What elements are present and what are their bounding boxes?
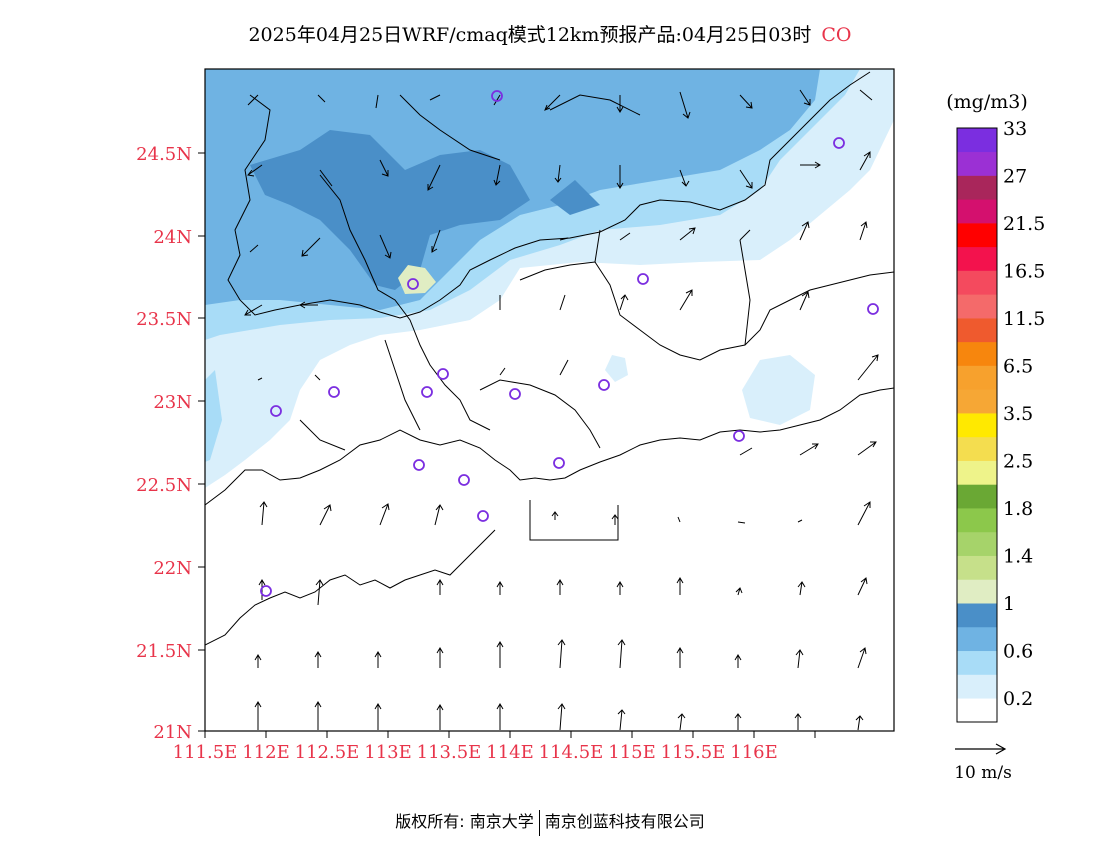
colorbar-swatch: [957, 579, 997, 604]
colorbar-swatch: [957, 128, 997, 153]
lon-tick-label: 113E: [364, 742, 412, 763]
lat-tick-label: 22.5N: [136, 475, 192, 496]
conc-hotspot: [398, 265, 436, 294]
colorbar-swatch: [957, 436, 997, 461]
colorbar-swatch: [957, 294, 997, 319]
lat-axis: 24.5N 24N 23.5N 23N 22.5N 22N 21.5N 21N: [136, 144, 192, 743]
colorbar-unit: (mg/m3): [946, 91, 1028, 113]
map-frame: [204, 68, 895, 732]
lon-tick-label: 113.5E: [417, 742, 482, 763]
footer-owner: 版权所有: 南京大学: [395, 812, 534, 831]
colorbar-swatch: [957, 175, 997, 200]
colorbar-swatch: [957, 389, 997, 414]
map-boundaries: [205, 71, 894, 646]
colorbar-label: 27: [1003, 166, 1027, 188]
colorbar-swatch: [957, 603, 997, 628]
colorbar-label: 3.5: [1003, 403, 1033, 425]
wind-reference-arrow: [955, 743, 1007, 755]
lat-tick-label: 24N: [153, 227, 192, 248]
colorbar-frame: [956, 127, 998, 723]
province-border: [227, 71, 871, 319]
lon-axis: 111.5E 112E 112.5E 113E 113.5E 114E 114.…: [173, 742, 778, 763]
colorbar: (mg/m3) 0.2 0.6 1 1.4 1.8 2.5 3.5 6.5 11.5 16.5 21…: [946, 91, 1045, 723]
colorbar-swatch: [957, 674, 997, 699]
colorbar-swatch: [957, 555, 997, 580]
lon-tick-label: 115E: [608, 742, 656, 763]
colorbar-swatch: [957, 626, 997, 652]
lon-tick-label: 112E: [242, 742, 290, 763]
colorbar-swatch: [957, 460, 997, 485]
colorbar-swatch: [957, 341, 997, 366]
copyright-footer: 版权所有: 南京大学 南京创蓝科技有限公司: [0, 808, 1100, 836]
colorbar-swatch: [957, 413, 997, 438]
footer-divider: [538, 809, 540, 836]
lon-tick-label: 114.5E: [539, 742, 604, 763]
colorbar-swatch: [957, 508, 997, 533]
colorbar-swatch: [957, 246, 997, 271]
colorbar-swatch: [957, 650, 997, 675]
station-markers: [260, 90, 879, 597]
colorbar-swatch: [957, 151, 997, 176]
colorbar-swatch: [957, 223, 997, 248]
title-main: 2025年04月25日WRF/cmaq模式12km预报产品:04月25日03时: [248, 24, 812, 46]
colorbar-label: 21.5: [1003, 213, 1045, 235]
colorbar-swatch: [957, 698, 997, 723]
lat-tick-label: 22N: [153, 558, 192, 579]
wind-vectors: [244, 89, 879, 731]
colorbar-label: 6.5: [1003, 356, 1033, 378]
lat-tick-label: 23.5N: [136, 309, 192, 330]
concentration-field: [205, 69, 894, 731]
colorbar-label: 2.5: [1003, 451, 1033, 473]
lon-tick-label: 111.5E: [173, 742, 238, 763]
colorbar-swatch: [957, 531, 997, 556]
lon-tick-label: 114E: [486, 742, 534, 763]
map-title: 2025年04月25日WRF/cmaq模式12km预报产品:04月25日03时 C…: [0, 20, 1100, 47]
lon-tick-label: 115.5E: [661, 742, 726, 763]
colorbar-label: 1.4: [1003, 546, 1033, 568]
colorbar-label: 0.2: [1003, 688, 1033, 710]
colorbar-swatch: [957, 270, 997, 295]
title-species: CO: [821, 24, 852, 46]
coastline: [205, 387, 894, 506]
colorbar-label: 16.5: [1003, 261, 1045, 283]
colorbar-swatch: [957, 365, 997, 390]
wind-legend-label: 10 m/s: [954, 763, 1012, 783]
colorbar-swatches: [957, 128, 997, 723]
lat-tick-label: 21N: [153, 722, 192, 743]
colorbar-swatch: [957, 318, 997, 343]
colorbar-label: 11.5: [1003, 308, 1045, 330]
footer-company: 南京创蓝科技有限公司: [544, 812, 705, 831]
lat-tick-label: 23N: [153, 392, 192, 413]
lat-tick-label: 24.5N: [136, 144, 192, 165]
colorbar-label: 0.6: [1003, 641, 1033, 663]
colorbar-swatch: [957, 484, 997, 509]
colorbar-labels: 0.2 0.6 1 1.4 1.8 2.5 3.5 6.5 11.5 16.5 21.5 27 33: [1003, 118, 1045, 710]
colorbar-label: 33: [1003, 118, 1027, 140]
colorbar-label: 1: [1003, 593, 1015, 615]
lat-tick-label: 21.5N: [136, 641, 192, 662]
lon-tick-label: 112.5E: [295, 742, 360, 763]
colorbar-swatch: [957, 199, 997, 224]
lon-tick-label: 116E: [730, 742, 778, 763]
colorbar-label: 1.8: [1003, 498, 1033, 520]
wind-legend: 10 m/s: [954, 743, 1012, 783]
